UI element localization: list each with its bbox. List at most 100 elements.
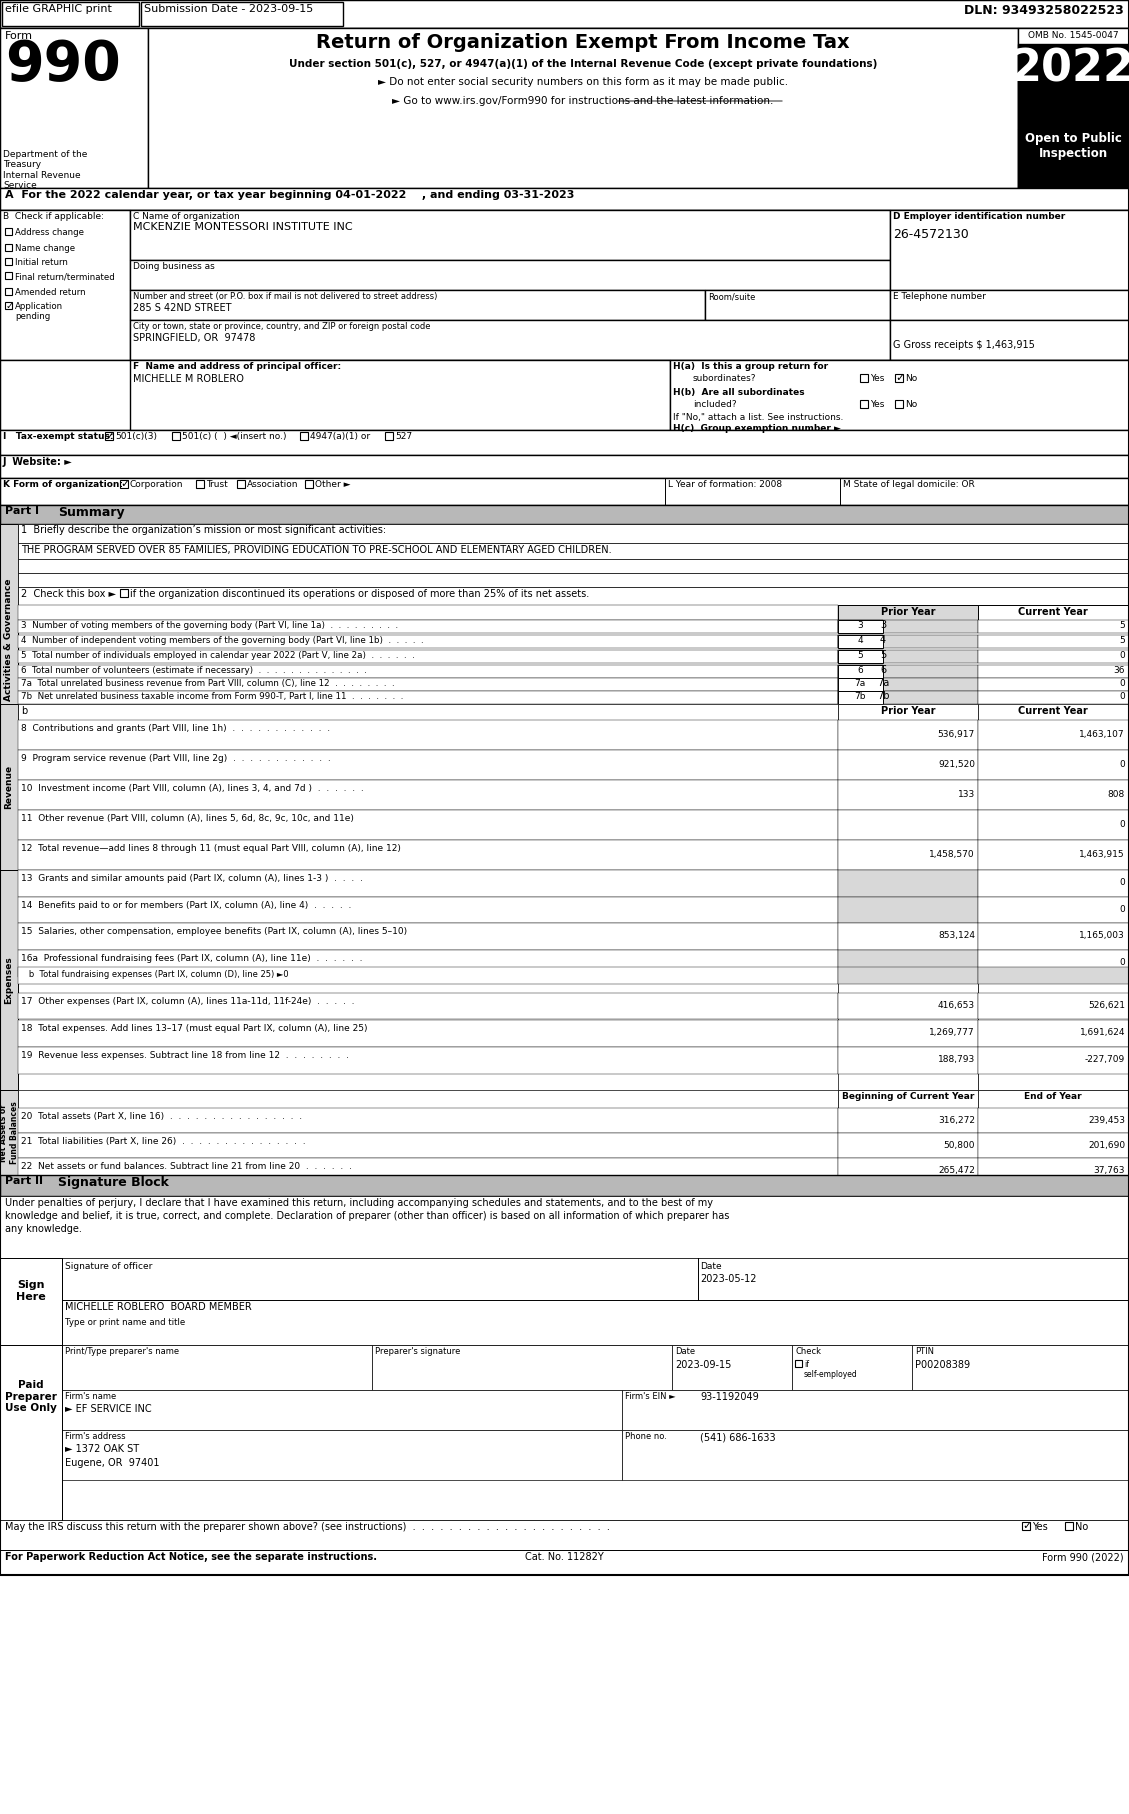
Bar xyxy=(978,635,1129,648)
Bar xyxy=(62,1344,371,1390)
Text: Prior Year: Prior Year xyxy=(881,706,935,717)
Text: if
self-employed: if self-employed xyxy=(804,1360,858,1379)
Text: Firm's name: Firm's name xyxy=(65,1391,116,1400)
Bar xyxy=(838,666,883,678)
Text: 526,621: 526,621 xyxy=(1088,1001,1124,1010)
Text: 4947(a)(1) or: 4947(a)(1) or xyxy=(310,432,370,441)
Bar xyxy=(838,871,978,1090)
Text: 527: 527 xyxy=(395,432,412,441)
Text: 1,691,624: 1,691,624 xyxy=(1079,1029,1124,1038)
Text: 3: 3 xyxy=(857,620,863,629)
Bar xyxy=(838,666,883,678)
Bar xyxy=(0,1175,1129,1195)
Text: DLN: 93493258022523: DLN: 93493258022523 xyxy=(964,4,1124,16)
Text: 16a  Professional fundraising fees (Part IX, column (A), line 11e)  .  .  .  .  : 16a Professional fundraising fees (Part … xyxy=(21,954,362,963)
Text: Check: Check xyxy=(795,1348,821,1357)
Text: knowledge and belief, it is true, correct, and complete. Declaration of preparer: knowledge and belief, it is true, correc… xyxy=(5,1212,729,1221)
Bar xyxy=(5,301,12,308)
Text: 188,793: 188,793 xyxy=(938,1056,975,1065)
Text: 853,124: 853,124 xyxy=(938,931,975,940)
Text: 21  Total liabilities (Part X, line 26)  .  .  .  .  .  .  .  .  .  .  .  .  .  : 21 Total liabilities (Part X, line 26) .… xyxy=(21,1137,306,1146)
Text: Summary: Summary xyxy=(58,506,124,519)
Bar xyxy=(196,481,204,488)
Text: 15  Salaries, other compensation, employee benefits (Part IX, column (A), lines : 15 Salaries, other compensation, employe… xyxy=(21,927,408,936)
Bar xyxy=(5,288,12,296)
Bar xyxy=(978,896,1129,923)
Text: ► 1372 OAK ST: ► 1372 OAK ST xyxy=(65,1444,139,1455)
Text: For Paperwork Reduction Act Notice, see the separate instructions.: For Paperwork Reduction Act Notice, see … xyxy=(5,1553,377,1562)
Text: 4  Number of independent voting members of the governing body (Part VI, line 1b): 4 Number of independent voting members o… xyxy=(21,637,423,646)
Bar xyxy=(0,524,18,755)
Text: Current Year: Current Year xyxy=(1018,706,1088,717)
Text: G Gross receipts $ 1,463,915: G Gross receipts $ 1,463,915 xyxy=(893,339,1035,350)
Bar xyxy=(838,620,978,633)
Bar xyxy=(52,506,54,522)
Bar xyxy=(130,210,890,259)
Bar xyxy=(978,967,1129,983)
Bar xyxy=(18,749,838,780)
Text: 7b: 7b xyxy=(877,691,890,700)
Text: Preparer's signature: Preparer's signature xyxy=(375,1348,461,1357)
Text: 17  Other expenses (Part IX, column (A), lines 11a-11d, 11f-24e)  .  .  .  .  .: 17 Other expenses (Part IX, column (A), … xyxy=(21,998,355,1007)
Bar xyxy=(978,720,1129,749)
Text: Room/suite: Room/suite xyxy=(708,292,755,301)
Bar xyxy=(838,780,978,811)
Bar xyxy=(890,319,1129,359)
Text: (541) 686-1633: (541) 686-1633 xyxy=(700,1431,776,1442)
Text: efile GRAPHIC print: efile GRAPHIC print xyxy=(5,4,112,15)
Bar xyxy=(18,780,838,811)
Bar xyxy=(18,1047,838,1074)
Bar xyxy=(672,1344,793,1390)
Bar xyxy=(838,1019,978,1047)
Bar xyxy=(141,2,343,25)
Text: I   Tax-exempt status:: I Tax-exempt status: xyxy=(3,432,114,441)
Bar xyxy=(5,258,12,265)
Bar xyxy=(0,1257,62,1344)
Text: Trust: Trust xyxy=(205,481,228,490)
Text: Net Assets or
Fund Balances: Net Assets or Fund Balances xyxy=(0,1101,19,1165)
Text: Department of the
Treasury
Internal Revenue
Service: Department of the Treasury Internal Reve… xyxy=(3,151,87,190)
Text: Part II: Part II xyxy=(5,1175,43,1186)
Text: Application
pending: Application pending xyxy=(15,301,63,321)
Text: subordinates?: subordinates? xyxy=(693,374,756,383)
Text: H(b)  Are all subordinates: H(b) Are all subordinates xyxy=(673,388,805,397)
Text: 3  Number of voting members of the governing body (Part VI, line 1a)  .  .  .  .: 3 Number of voting members of the govern… xyxy=(21,620,399,629)
Text: Return of Organization Exempt From Income Tax: Return of Organization Exempt From Incom… xyxy=(316,33,850,53)
Bar xyxy=(0,1549,1129,1575)
Bar xyxy=(838,811,978,840)
Bar xyxy=(0,1090,18,1175)
Bar xyxy=(838,1157,978,1183)
Bar xyxy=(1022,1522,1030,1529)
Bar xyxy=(890,210,1129,290)
Bar xyxy=(0,1344,62,1520)
Bar xyxy=(0,704,18,871)
Text: 1,463,107: 1,463,107 xyxy=(1079,729,1124,738)
Bar xyxy=(18,967,838,983)
Bar xyxy=(978,1019,1129,1047)
Text: 808: 808 xyxy=(1108,791,1124,798)
Bar xyxy=(838,635,883,648)
Bar xyxy=(978,691,1129,704)
Text: 921,520: 921,520 xyxy=(938,760,975,769)
Text: 536,917: 536,917 xyxy=(938,729,975,738)
Text: 501(c)(3): 501(c)(3) xyxy=(115,432,157,441)
Bar xyxy=(978,780,1129,811)
Bar xyxy=(838,1047,978,1074)
Bar xyxy=(978,678,1129,691)
Text: 18  Total expenses. Add lines 13–17 (must equal Part IX, column (A), line 25): 18 Total expenses. Add lines 13–17 (must… xyxy=(21,1023,368,1032)
Bar xyxy=(978,1047,1129,1074)
Bar xyxy=(838,649,883,662)
Bar xyxy=(978,951,1129,978)
Bar xyxy=(18,896,838,923)
Text: 2  Check this box ►: 2 Check this box ► xyxy=(21,590,116,599)
Bar xyxy=(385,432,393,441)
Bar xyxy=(838,666,978,678)
Text: 201,690: 201,690 xyxy=(1088,1141,1124,1150)
Bar xyxy=(0,430,1129,455)
Text: 990: 990 xyxy=(5,38,121,93)
Bar xyxy=(978,620,1129,633)
Bar xyxy=(978,871,1129,896)
Bar xyxy=(0,189,1129,210)
Text: THE PROGRAM SERVED OVER 85 FAMILIES, PROVIDING EDUCATION TO PRE-SCHOOL AND ELEME: THE PROGRAM SERVED OVER 85 FAMILIES, PRO… xyxy=(21,544,612,555)
Text: Prior Year: Prior Year xyxy=(881,608,935,617)
